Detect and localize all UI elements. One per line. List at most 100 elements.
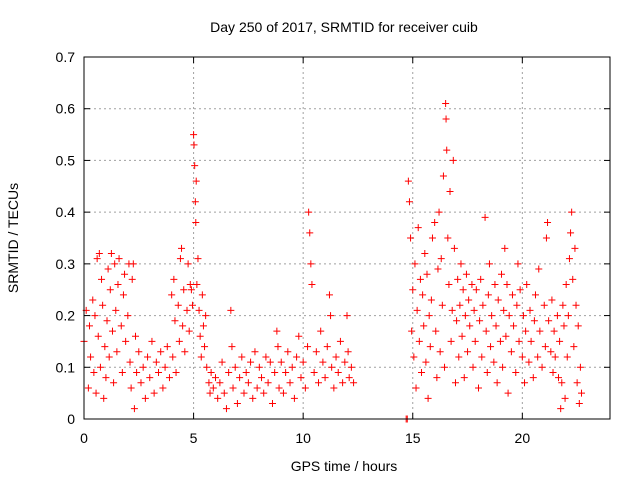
data-point <box>150 389 158 397</box>
data-point <box>201 343 209 351</box>
data-point <box>527 337 535 345</box>
data-point <box>521 379 529 387</box>
data-point <box>505 312 513 320</box>
data-point <box>187 286 195 294</box>
data-point <box>565 255 573 263</box>
data-point <box>481 213 489 221</box>
data-points <box>80 100 586 423</box>
data-point <box>279 389 287 397</box>
data-point <box>170 275 178 283</box>
data-point <box>502 332 510 340</box>
data-point <box>191 162 199 170</box>
data-point <box>409 286 417 294</box>
data-point <box>144 353 152 361</box>
data-point <box>96 363 104 371</box>
data-point <box>198 291 206 299</box>
data-point <box>146 374 154 382</box>
data-point <box>165 374 173 382</box>
data-point <box>188 301 196 309</box>
data-point <box>575 399 583 407</box>
data-point <box>141 394 149 402</box>
data-point <box>327 312 335 320</box>
data-point <box>118 368 126 376</box>
data-point <box>227 306 235 314</box>
data-point <box>458 332 466 340</box>
data-point <box>435 208 443 216</box>
data-point <box>152 358 160 366</box>
data-point <box>132 332 140 340</box>
data-point <box>274 343 282 351</box>
data-point <box>222 405 230 413</box>
y-tick-label: 0.6 <box>56 101 76 117</box>
data-point <box>504 389 512 397</box>
data-point <box>98 275 106 283</box>
data-point <box>209 384 217 392</box>
data-point <box>421 250 429 258</box>
data-point <box>462 270 470 278</box>
data-point <box>519 312 527 320</box>
data-point <box>94 332 102 340</box>
data-point <box>306 229 314 237</box>
data-point <box>111 260 119 268</box>
data-point <box>466 322 474 330</box>
data-point <box>436 348 444 356</box>
data-point <box>159 384 167 392</box>
data-point <box>553 312 561 320</box>
x-tick-label: 20 <box>515 430 531 446</box>
data-point <box>228 343 236 351</box>
y-tick-label: 0.2 <box>56 308 76 324</box>
data-point <box>479 301 487 309</box>
data-point <box>439 172 447 180</box>
data-point <box>229 384 237 392</box>
data-point <box>115 255 123 263</box>
data-point <box>457 260 465 268</box>
data-point <box>469 363 477 371</box>
data-point <box>121 270 129 278</box>
data-point <box>556 337 564 345</box>
data-point <box>275 384 283 392</box>
data-point <box>99 301 107 309</box>
data-point <box>350 379 358 387</box>
data-point <box>476 317 484 325</box>
data-point <box>475 384 482 392</box>
data-point <box>113 348 121 356</box>
data-point <box>93 255 101 263</box>
data-point <box>119 291 127 299</box>
data-point <box>126 358 134 366</box>
data-point <box>192 218 200 226</box>
data-point <box>492 322 500 330</box>
data-point <box>451 379 459 387</box>
y-axis-label: SRMTID / TECUs <box>5 183 21 293</box>
data-point <box>106 286 114 294</box>
data-point <box>419 291 427 299</box>
data-point <box>542 234 550 242</box>
data-point <box>284 348 292 356</box>
data-point <box>562 281 570 289</box>
data-point <box>240 389 248 397</box>
data-point <box>549 368 557 376</box>
data-point <box>426 343 434 351</box>
data-point <box>536 327 544 335</box>
data-point <box>203 363 211 371</box>
data-point <box>174 301 182 309</box>
axis-ticks: 0 0.1 0.2 0.3 0.4 0.5 0.6 0.7 0 5 10 15 20 <box>56 49 610 446</box>
data-point <box>199 322 207 330</box>
data-point <box>163 343 171 351</box>
data-point <box>148 337 156 345</box>
data-point <box>310 368 318 376</box>
data-point <box>139 363 147 371</box>
data-point <box>336 337 344 345</box>
data-point <box>249 394 257 402</box>
y-tick-label: 0.3 <box>56 256 76 272</box>
y-tick-label: 0.4 <box>56 204 76 220</box>
data-point <box>101 343 109 351</box>
data-point <box>449 156 457 164</box>
data-point <box>434 265 442 273</box>
data-point <box>573 379 581 387</box>
y-tick-label: 0.7 <box>56 49 76 65</box>
data-point <box>425 312 433 320</box>
data-point <box>567 229 575 237</box>
data-point <box>551 353 559 361</box>
data-point <box>271 368 279 376</box>
